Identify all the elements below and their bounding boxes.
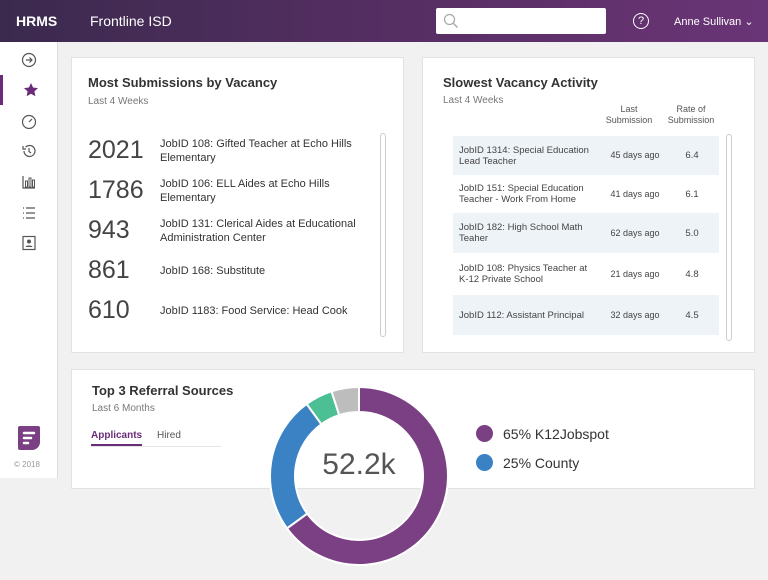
submission-row[interactable]: 861 JobID 168: Substitute — [88, 256, 370, 285]
tab-divider — [91, 446, 221, 447]
submission-count: 1786 — [88, 176, 144, 204]
search-input[interactable] — [436, 8, 606, 34]
submission-count: 610 — [88, 296, 130, 324]
submission-row[interactable]: 1786 JobID 106: ELL Aides at Echo Hills E… — [88, 176, 370, 205]
sidebar: © 2018 — [0, 42, 58, 478]
last-submission-cell: 32 days ago — [610, 309, 660, 320]
donut-total: 52.2k — [322, 448, 396, 481]
vacancy-label: JobID 131: Clerical Aides at Educational… — [160, 217, 356, 244]
legend-dot — [476, 425, 493, 442]
job-cell: JobID 112: Assistant Principal — [459, 309, 584, 321]
help-icon[interactable]: ? — [633, 13, 649, 29]
table-row[interactable]: JobID 112: Assistant Principal 32 days ag… — [453, 295, 719, 335]
card-subtitle: Last 4 Weeks — [443, 95, 504, 106]
job-cell: JobID 151: Special Education Teacher - W… — [459, 183, 584, 205]
table-row[interactable]: JobID 108: Physics Teacher at K-12 Priva… — [453, 253, 719, 295]
table-row[interactable]: JobID 1314: Special Education Lead Teach… — [453, 136, 719, 175]
rate-cell: 6.4 — [685, 150, 699, 161]
card-subtitle: Last 4 Weeks — [88, 96, 149, 107]
user-name: Anne Sullivan — [674, 16, 742, 28]
submission-row[interactable]: 943 JobID 131: Clerical Aides at Educatio… — [88, 216, 370, 245]
star-icon[interactable] — [0, 75, 58, 105]
rate-cell: 5.0 — [685, 227, 699, 239]
legend-item: 25% County — [476, 454, 579, 471]
legend-label: 25% County — [503, 454, 580, 471]
brand[interactable]: HRMS — [16, 13, 58, 29]
copyright: © 2018 — [14, 460, 40, 469]
card-title: Slowest Vacancy Activity — [443, 75, 598, 90]
contact-card-icon[interactable] — [0, 228, 58, 258]
vacancy-label: JobID 1183: Food Service: Head Cook — [160, 304, 348, 317]
legend-label: 65% K12Jobspot — [503, 425, 609, 442]
rate-cell: 4.8 — [685, 268, 699, 280]
donut-segment[interactable] — [330, 385, 360, 417]
table-row[interactable]: JobID 151: Special Education Teacher - W… — [453, 175, 719, 213]
rate-cell: 6.1 — [685, 188, 699, 200]
slowest-activity-card: Slowest Vacancy Activity Last 4 Weeks La… — [422, 57, 755, 353]
vacancy-label: JobID 108: Gifted Teacher at Echo Hills … — [160, 137, 352, 164]
gauge-icon[interactable] — [0, 106, 58, 136]
card-subtitle: Last 6 Months — [92, 403, 155, 414]
submission-row[interactable]: 2021 JobID 108: Gifted Teacher at Echo Hi… — [88, 136, 370, 165]
top-bar: HRMS Frontline ISD ? Anne Sullivan ⌄ — [0, 0, 768, 42]
job-cell: JobID 182: High School Math Teaher — [459, 222, 583, 244]
history-icon[interactable] — [0, 136, 58, 166]
vacancy-label: JobID 168: Substitute — [160, 264, 266, 277]
submission-count: 861 — [88, 256, 130, 284]
scrollbar[interactable] — [380, 133, 386, 337]
arrow-circle-right-icon[interactable] — [0, 45, 58, 75]
submission-count: 943 — [88, 216, 130, 244]
submission-row[interactable]: 610 JobID 1183: Food Service: Head Cook — [88, 296, 370, 325]
job-cell: JobID 108: Physics Teacher at K-12 Priva… — [459, 263, 588, 285]
last-submission-cell: 45 days ago — [610, 150, 660, 160]
tab-hired[interactable]: Hired — [157, 430, 181, 441]
org-name: Frontline ISD — [90, 13, 172, 29]
card-title: Most Submissions by Vacancy — [88, 75, 278, 90]
legend-dot — [476, 454, 493, 471]
most-submissions-card: Most Submissions by Vacancy Last 4 Weeks… — [71, 57, 404, 353]
list-icon[interactable] — [0, 198, 58, 228]
scrollbar[interactable] — [726, 134, 732, 341]
table-row[interactable]: JobID 182: High School Math Teaher 62 day… — [453, 213, 719, 253]
bar-chart-icon[interactable] — [0, 167, 58, 197]
last-submission-cell: 41 days ago — [610, 188, 660, 199]
vacancy-label: JobID 106: ELL Aides at Echo Hills Eleme… — [160, 177, 330, 204]
frontline-logo — [18, 426, 40, 450]
last-submission-cell: 62 days ago — [610, 227, 660, 238]
col-rate: Rate of Submission — [667, 104, 715, 125]
rate-cell: 4.5 — [685, 309, 699, 321]
submission-count: 2021 — [88, 136, 144, 164]
job-cell: JobID 1314: Special Education Lead Teach… — [459, 144, 589, 167]
chevron-down-icon: ⌄ — [744, 16, 754, 28]
card-title: Top 3 Referral Sources — [92, 383, 234, 398]
legend-item: 65% K12Jobspot — [476, 425, 609, 442]
col-last-submission: Last Submission — [605, 104, 653, 125]
last-submission-cell: 21 days ago — [610, 268, 660, 279]
tab-applicants[interactable]: Applicants — [91, 430, 143, 446]
user-menu[interactable]: Anne Sullivan ⌄ — [674, 15, 754, 28]
search-icon — [443, 13, 459, 29]
